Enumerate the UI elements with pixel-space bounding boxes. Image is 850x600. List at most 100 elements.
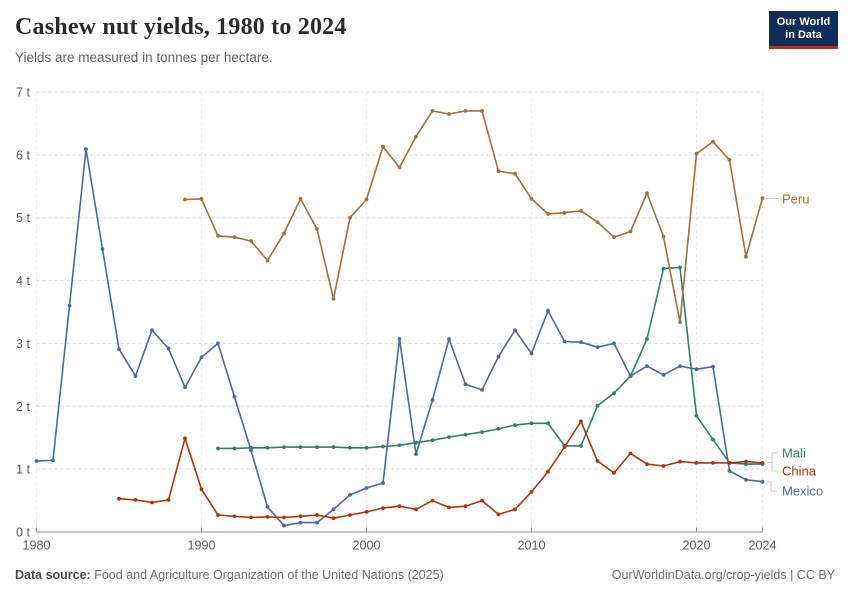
data-point-china <box>447 505 451 510</box>
data-point-china <box>727 461 732 465</box>
data-point-mali <box>232 446 237 451</box>
data-point-peru <box>529 197 534 201</box>
data-point-mali <box>298 445 303 449</box>
data-point-mali <box>678 265 682 270</box>
data-source: Data source: Food and Agriculture Organi… <box>15 568 444 582</box>
data-point-mali <box>661 266 666 271</box>
data-source-text: Food and Agriculture Organization of the… <box>94 568 444 582</box>
data-point-mexico <box>579 340 583 345</box>
data-point-peru <box>694 151 699 156</box>
data-point-peru <box>711 139 715 144</box>
data-point-mali <box>348 445 352 450</box>
data-point-mexico <box>546 308 550 313</box>
legend-label-peru[interactable]: Peru <box>782 192 809 207</box>
y-tick-label: 4 t <box>16 274 31 288</box>
x-tick-label: 1990 <box>187 539 215 553</box>
x-tick-label: 2020 <box>682 539 710 553</box>
data-point-mali <box>463 432 468 437</box>
data-point-mexico <box>133 374 138 378</box>
data-point-mexico <box>430 398 435 402</box>
series-line-peru[interactable] <box>184 110 764 323</box>
data-point-mexico <box>513 328 517 333</box>
data-point-mexico <box>150 328 154 333</box>
data-point-peru <box>727 158 732 162</box>
data-point-china <box>298 514 303 519</box>
owid-logo[interactable]: Our World in Data <box>769 11 838 49</box>
data-point-mexico <box>397 337 402 341</box>
data-point-mexico <box>315 520 319 525</box>
data-point-mexico <box>265 505 270 509</box>
data-point-china <box>150 500 154 505</box>
data-point-mexico <box>216 341 220 346</box>
data-point-peru <box>298 197 303 201</box>
data-point-mexico <box>100 247 105 252</box>
x-tick-label: 2024 <box>748 539 776 553</box>
y-tick-label: 7 t <box>16 86 31 100</box>
data-source-label: Data source: <box>15 568 91 582</box>
data-point-china <box>513 507 517 512</box>
data-point-peru <box>661 234 666 239</box>
data-point-mexico <box>199 355 204 360</box>
data-point-china <box>562 445 567 449</box>
data-point-china <box>711 461 715 465</box>
data-point-mexico <box>166 346 171 351</box>
data-point-mali <box>711 437 715 442</box>
data-point-peru <box>645 191 649 196</box>
chart-subtitle: Yields are measured in tonnes per hectar… <box>15 50 273 65</box>
data-point-china <box>694 461 699 465</box>
data-point-china <box>744 459 748 464</box>
legend-label-china[interactable]: China <box>782 464 817 479</box>
data-point-peru <box>232 235 237 240</box>
data-point-mexico <box>694 367 699 372</box>
data-point-mali <box>331 445 336 449</box>
data-point-peru <box>496 169 501 174</box>
data-point-peru <box>760 196 765 201</box>
data-point-peru <box>199 197 204 201</box>
page-title: Cashew nut yields, 1980 to 2024 <box>15 14 347 40</box>
data-point-mexico <box>34 459 39 463</box>
data-point-mali <box>447 435 451 439</box>
legend-label-mali[interactable]: Mali <box>782 446 806 461</box>
legend-connector <box>766 481 777 492</box>
data-point-china <box>282 515 286 520</box>
data-point-peru <box>678 320 682 324</box>
data-point-peru <box>579 208 583 213</box>
y-tick-label: 5 t <box>16 211 31 225</box>
data-point-china <box>480 498 484 503</box>
data-point-mali <box>612 391 616 395</box>
data-point-china <box>645 462 649 466</box>
data-point-peru <box>628 229 633 234</box>
data-point-mexico <box>348 493 352 497</box>
data-point-china <box>661 464 666 468</box>
data-point-mexico <box>67 303 72 308</box>
data-point-mali <box>645 337 649 341</box>
data-point-mexico <box>51 458 55 463</box>
legend-connector <box>767 452 778 463</box>
data-point-peru <box>315 227 319 231</box>
data-point-peru <box>249 239 253 243</box>
legend-label-mexico[interactable]: Mexico <box>782 484 823 499</box>
data-point-mali <box>397 443 402 448</box>
data-point-china <box>760 461 765 465</box>
data-point-mexico <box>331 507 336 512</box>
series-line-china[interactable] <box>118 420 763 520</box>
data-point-mexico <box>249 448 253 453</box>
series-line-mali[interactable] <box>218 266 763 465</box>
data-point-peru <box>216 234 220 238</box>
data-point-china <box>678 459 682 464</box>
data-point-mali <box>315 445 319 449</box>
data-point-mexico <box>529 351 534 356</box>
data-point-mali <box>216 446 220 451</box>
data-point-mexico <box>595 345 600 350</box>
data-point-mexico <box>463 382 468 387</box>
data-point-china <box>546 469 550 474</box>
data-point-china <box>133 498 138 502</box>
data-point-china <box>496 512 501 517</box>
data-point-china <box>199 487 204 492</box>
data-point-mexico <box>381 481 385 485</box>
data-point-china <box>579 419 583 424</box>
data-point-mexico <box>760 479 765 484</box>
data-point-china <box>430 498 435 503</box>
attribution-link[interactable]: OurWorldinData.org/crop-yields | CC BY <box>611 568 835 582</box>
